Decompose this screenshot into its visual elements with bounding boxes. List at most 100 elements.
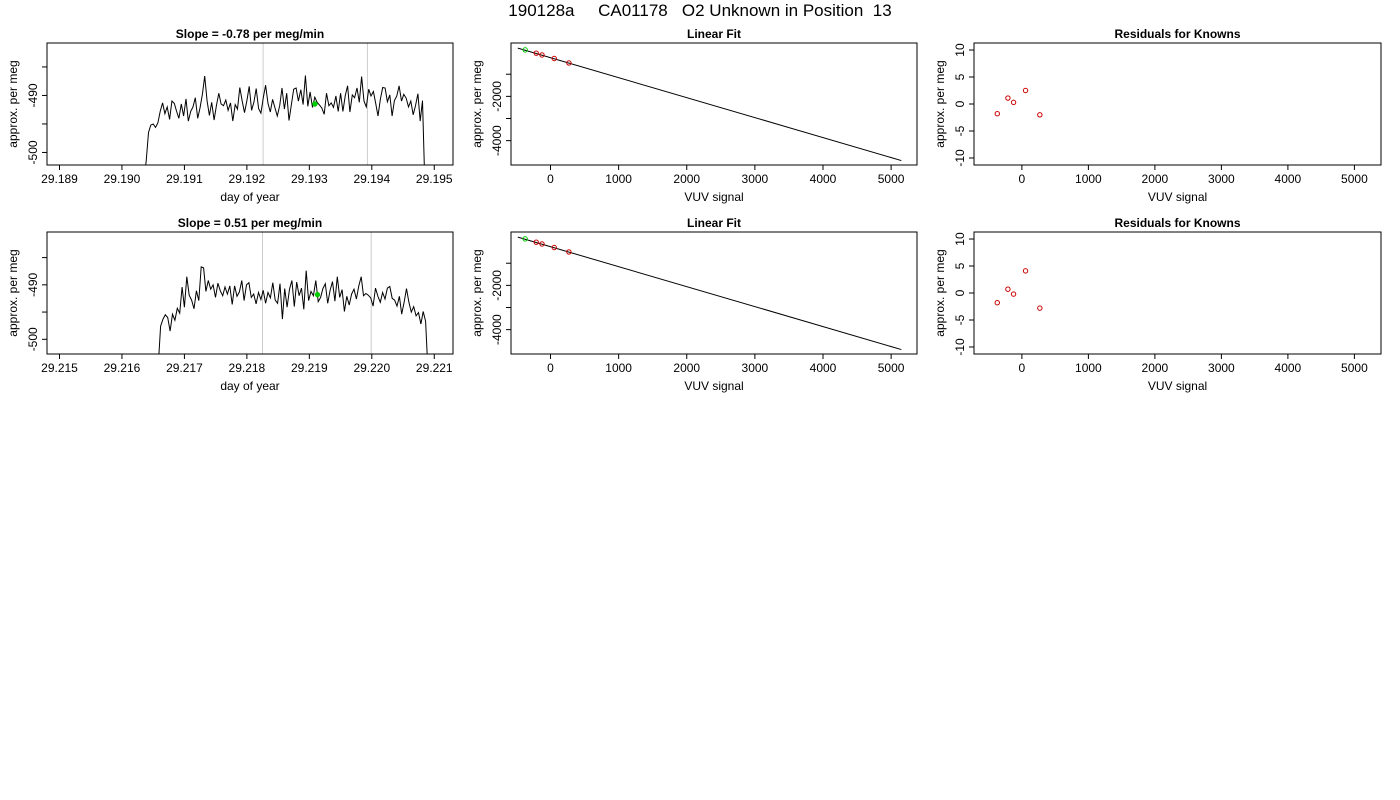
y-axis-label: approx. per meg [6,249,20,336]
panel-title: Slope = -0.78 per meg/min [176,27,324,41]
y-axis-label: approx. per meg [933,60,947,147]
fit-line [517,236,902,351]
x-tick-label: 29.193 [291,172,328,186]
y-axis-label: approx. per meg [933,249,947,336]
panel-4: Slope = 0.51 per meg/min 29.215 29.216 29.2… [6,216,454,393]
y-tick-label: -2000 [490,81,504,112]
known-point [551,55,557,62]
series-line [158,266,428,354]
y-axis-label: approx. per meg [470,249,484,336]
x-tick-label: 4000 [1275,361,1302,375]
x-tick-label: 5000 [1341,361,1368,375]
data-layer [517,236,902,351]
x-tick-label: 29.191 [166,172,203,186]
y-tick-label: 5 [953,73,967,80]
x-tick-label: 29.217 [166,361,203,375]
x-tick-label: 29.216 [104,361,141,375]
x-tick-label: 3000 [1208,361,1235,375]
x-axis-label: VUV signal [1148,379,1207,393]
y-tick-label: -5 [953,314,967,325]
known-point [551,244,557,251]
data-layer [994,87,1043,118]
x-tick-label: 2000 [673,361,700,375]
panel-title: Linear Fit [687,27,741,41]
unknown-point [522,47,528,53]
highlight-point [312,101,318,107]
x-tick-label: 5000 [1341,172,1368,186]
x-tick-label: 1000 [605,361,632,375]
known-point [533,239,539,245]
plot-frame [973,231,1382,355]
data-layer [145,75,425,165]
x-axis-label: VUV signal [684,379,743,393]
unknown-point [522,236,528,242]
y-tick-label: -5 [953,125,967,136]
known-point [994,111,1000,117]
x-tick-label: 4000 [810,361,837,375]
x-tick-label: 1000 [1075,172,1102,186]
known-point [1022,268,1029,274]
x-axis-label: VUV signal [1148,190,1207,204]
x-tick-label: 2000 [1142,361,1169,375]
x-tick-label: 29.194 [353,172,390,186]
x-tick-label: 0 [1019,361,1026,375]
x-tick-label: 29.219 [291,361,328,375]
x-tick-label: 3000 [742,361,769,375]
y-tick-label: 5 [953,262,967,269]
plot-frame [46,42,454,166]
known-point [566,249,572,255]
y-tick-label: -500 [26,140,40,164]
plot-frame [46,231,454,355]
x-tick-label: 2000 [1142,172,1169,186]
x-tick-label: 3000 [742,172,769,186]
panel-2: Linear Fit 0 1000 2000 3000 4000 5000 -2000 -400… [470,27,918,204]
x-tick-label: 29.220 [353,361,390,375]
x-tick-label: 29.190 [104,172,141,186]
x-tick-label: 4000 [1275,172,1302,186]
y-tick-label: -490 [26,273,40,297]
panel-5: Linear Fit 0 1000 2000 3000 4000 5000 -2000 -400… [470,216,918,393]
known-point [1037,305,1043,311]
known-point [539,241,545,247]
y-axis-label: approx. per meg [470,60,484,147]
known-point [1010,291,1017,297]
x-tick-label: 29.189 [41,172,78,186]
y-tick-label: -4000 [490,125,504,156]
panel-title: Residuals for Knowns [1114,27,1240,41]
x-tick-label: 5000 [878,172,905,186]
panel-1: Slope = -0.78 per meg/min 29.189 29.190 29.… [6,27,454,204]
x-tick-label: 3000 [1208,172,1235,186]
x-axis-label: day of year [220,190,279,204]
y-tick-label: -4000 [490,314,504,345]
known-point [994,300,1000,306]
x-tick-label: 29.221 [416,361,453,375]
known-point [1010,99,1017,106]
y-tick-label: -2000 [490,270,504,301]
y-tick-label: 10 [953,232,967,246]
plot-frame [973,42,1382,166]
y-tick-label: -500 [26,327,40,351]
panel-3: Residuals for Knowns 0 1000 2000 3000 4000 500… [933,27,1382,204]
plot-frame [510,231,918,355]
y-tick-label: 0 [953,289,967,296]
y-axis-label: approx. per meg [6,60,20,147]
y-tick-label: -10 [953,338,967,356]
x-tick-label: 29.192 [229,172,266,186]
x-tick-label: 1000 [605,172,632,186]
y-tick-label: -490 [26,83,40,107]
known-point [1037,112,1043,118]
x-tick-label: 5000 [878,361,905,375]
x-tick-label: 29.195 [416,172,453,186]
panel-title: Slope = 0.51 per meg/min [178,216,322,230]
x-tick-label: 0 [547,172,554,186]
known-point [566,60,572,66]
y-tick-label: 0 [953,100,967,107]
panel-title: Residuals for Knowns [1114,216,1240,230]
x-tick-label: 29.215 [41,361,78,375]
y-tick-label: -10 [953,149,967,167]
panel-6: Residuals for Knowns 0 1000 2000 3000 4000 500… [933,216,1382,393]
x-tick-label: 0 [1019,172,1026,186]
plot-frame [510,42,918,166]
x-tick-label: 4000 [810,172,837,186]
